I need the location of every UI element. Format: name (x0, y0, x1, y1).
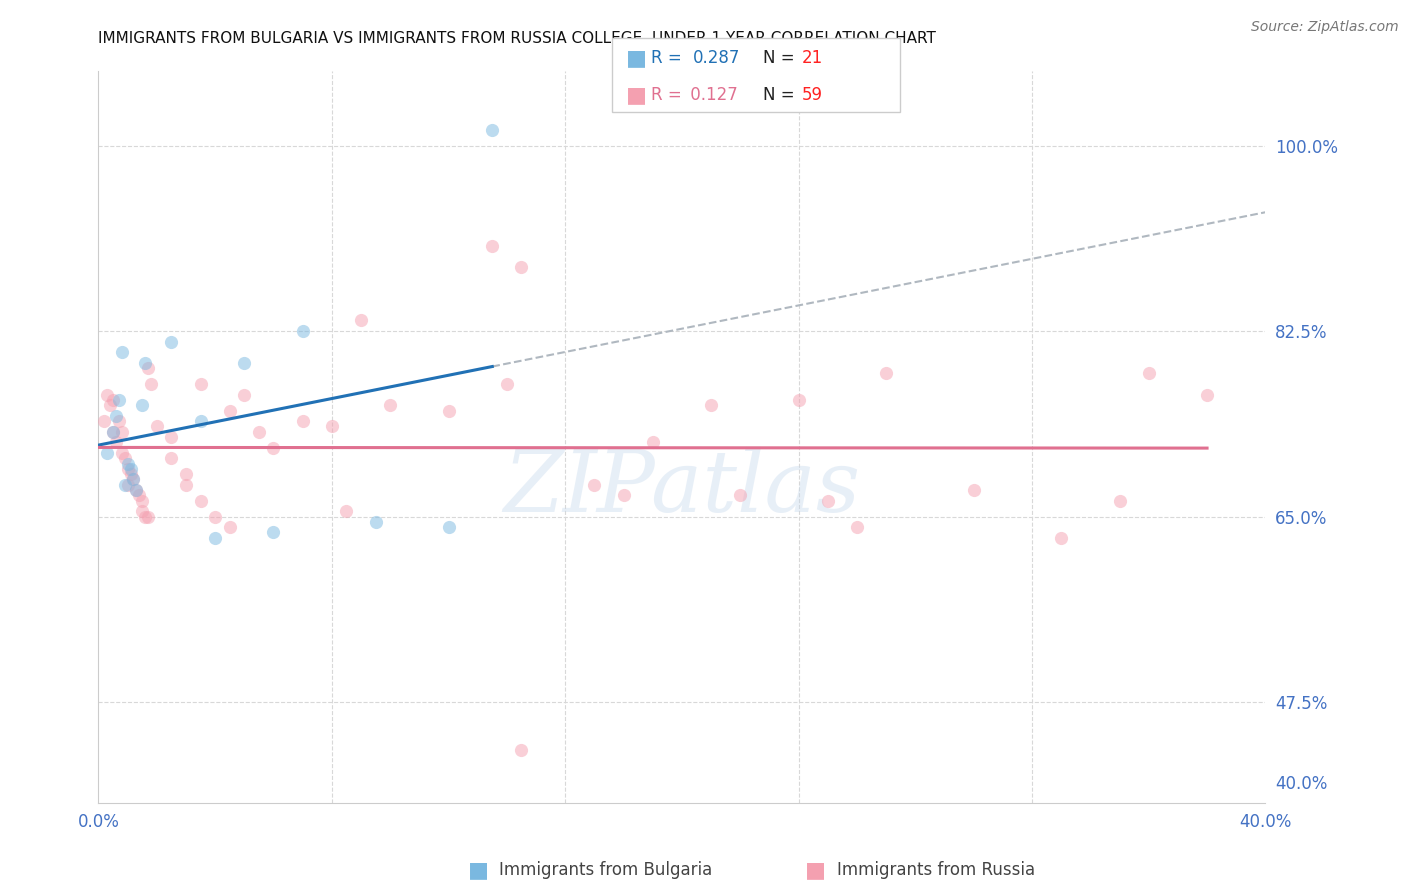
Point (247, 425, 270, 439)
Point (481, 239, 503, 253)
Text: 21: 21 (801, 49, 823, 67)
Point (437, 520, 460, 534)
Point (612, 488, 634, 502)
Text: ■: ■ (468, 860, 488, 880)
Text: 59: 59 (801, 87, 823, 104)
Point (875, 367, 897, 381)
Point (190, 377, 212, 392)
Point (510, 743, 533, 757)
Point (190, 414, 212, 428)
Point (122, 473, 145, 487)
Point (122, 473, 145, 487)
Point (93, 414, 115, 428)
Point (730, 488, 752, 502)
Point (378, 398, 402, 412)
Text: ■: ■ (626, 48, 647, 68)
Point (495, 377, 517, 392)
Point (131, 398, 153, 412)
Text: 0.287: 0.287 (693, 49, 741, 67)
Point (233, 356, 256, 370)
Point (98, 398, 121, 412)
Point (962, 483, 984, 497)
Point (817, 493, 839, 508)
Point (1108, 493, 1130, 508)
Point (787, 392, 810, 407)
Point (291, 414, 314, 428)
Point (104, 409, 127, 423)
Point (350, 313, 373, 327)
Point (111, 425, 134, 439)
Point (481, 122, 503, 136)
Point (96, 446, 118, 460)
Point (1137, 367, 1160, 381)
Point (510, 260, 533, 275)
Point (101, 425, 124, 439)
Point (160, 430, 183, 444)
Point (291, 324, 314, 338)
Point (125, 483, 148, 497)
Point (218, 520, 240, 534)
Point (262, 441, 284, 455)
Point (117, 477, 139, 491)
Point (114, 477, 136, 491)
Point (160, 451, 183, 466)
Point (111, 446, 134, 460)
Point (641, 435, 664, 450)
Point (136, 361, 159, 376)
Text: 0.127: 0.127 (685, 87, 738, 104)
Point (190, 493, 212, 508)
Point (117, 462, 139, 476)
Point (120, 462, 142, 476)
Point (139, 377, 162, 392)
Point (1050, 531, 1073, 545)
Point (108, 414, 131, 428)
Point (583, 477, 606, 491)
Point (204, 509, 226, 524)
Text: Immigrants from Bulgaria: Immigrants from Bulgaria (499, 861, 713, 879)
Text: Source: ZipAtlas.com: Source: ZipAtlas.com (1251, 20, 1399, 34)
Point (101, 425, 124, 439)
Point (1195, 387, 1218, 401)
Point (104, 435, 127, 450)
Point (218, 403, 240, 417)
Point (233, 387, 256, 401)
Text: ■: ■ (626, 86, 647, 105)
Point (96, 387, 118, 401)
Point (131, 493, 153, 508)
Text: IMMIGRANTS FROM BULGARIA VS IMMIGRANTS FROM RUSSIA COLLEGE, UNDER 1 YEAR CORRELA: IMMIGRANTS FROM BULGARIA VS IMMIGRANTS F… (98, 31, 936, 46)
Text: ■: ■ (806, 860, 825, 880)
Point (131, 504, 153, 518)
Point (174, 467, 197, 482)
Point (146, 419, 169, 434)
Point (437, 403, 460, 417)
Text: N =: N = (763, 49, 800, 67)
Text: R =: R = (651, 87, 688, 104)
Point (335, 504, 357, 518)
Text: R =: R = (651, 49, 688, 67)
Point (364, 515, 387, 529)
Point (114, 451, 136, 466)
Text: ZIPatlas: ZIPatlas (503, 447, 860, 530)
Point (108, 392, 131, 407)
Point (845, 520, 868, 534)
Point (120, 467, 142, 482)
Point (125, 483, 148, 497)
Point (321, 419, 343, 434)
Point (262, 525, 284, 540)
Point (136, 509, 159, 524)
Point (174, 477, 197, 491)
Point (204, 531, 226, 545)
Text: Immigrants from Russia: Immigrants from Russia (837, 861, 1035, 879)
Text: N =: N = (763, 87, 800, 104)
Point (128, 488, 150, 502)
Point (117, 457, 139, 471)
Point (700, 398, 723, 412)
Point (134, 509, 156, 524)
Point (160, 334, 183, 349)
Point (111, 345, 134, 359)
Point (134, 356, 156, 370)
Point (101, 392, 124, 407)
